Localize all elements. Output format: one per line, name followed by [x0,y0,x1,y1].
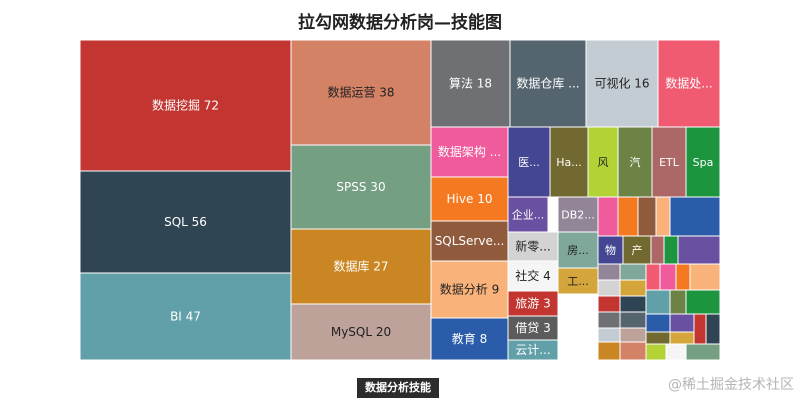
treemap-cell-8[interactable] [509,40,587,128]
treemap-label-3: 数据运营 38 [327,85,394,100]
treemap-small-cell-17[interactable] [619,295,647,313]
treemap-cell-20[interactable] [651,126,687,198]
treemap-small-cell-34[interactable] [665,343,687,360]
treemap-label-9: 可视化 16 [594,76,649,91]
treemap-label-32: 产 [632,243,643,257]
treemap-small-cell-27[interactable] [597,327,621,343]
treemap-cell-3[interactable] [290,40,432,146]
treemap-label-7: 算法 18 [449,76,492,91]
treemap-small-cell-33[interactable] [645,343,667,360]
treemap-cell-10[interactable] [657,40,720,128]
treemap-small-cell-12[interactable] [675,263,691,291]
treemap-label-8: 数据仓库 ... [516,76,579,91]
treemap-label-10: 数据处... [665,76,712,91]
treemap-label-16: 医... [518,156,540,169]
treemap-chart: 数据挖掘 72 SQL 56 BI 47 数据运营 38 SPSS 30 数据库 27 My… [80,40,720,360]
treemap-label-6: MySQL 20 [331,325,391,339]
treemap-cell-29[interactable] [507,315,559,341]
treemap-small-cell-24[interactable] [669,313,695,333]
treemap-small-cell-9[interactable] [619,263,647,281]
treemap-small-cell-10[interactable] [645,263,661,291]
treemap-cell-11[interactable] [430,126,509,178]
treemap-label-1: SQL 56 [164,215,207,229]
watermark: @稀土掘金技术社区 [668,377,794,393]
treemap-small-cell-1[interactable] [617,196,639,237]
treemap-small-cell-35[interactable] [685,343,720,360]
treemap-small-cell-23[interactable] [645,313,671,333]
treemap-cell-0[interactable] [80,40,292,172]
treemap-cell-1[interactable] [80,170,292,274]
treemap-label-31: 物 [605,243,616,257]
treemap-cell-13[interactable] [430,220,509,262]
treemap-label-11: 数据架构 ... [438,144,501,159]
treemap-label-21: Spa [693,156,714,169]
treemap-cell-28[interactable] [507,290,559,317]
treemap-cell-19[interactable] [617,126,653,198]
treemap-small-cell-15[interactable] [619,279,647,297]
treemap-small-cell-26[interactable] [705,313,720,345]
treemap-label-25: 房... [567,244,589,257]
treemap-small-cell-22[interactable] [619,311,647,329]
treemap-label-14: 数据分析 9 [440,282,499,297]
treemap-small-cell-8[interactable] [597,263,621,281]
treemap-label-19: 汽 [630,155,641,169]
treemap-label-12: Hive 10 [447,192,493,206]
treemap-cell-26[interactable] [507,260,559,292]
treemap-cell-16[interactable] [507,126,551,198]
treemap-cell-32[interactable] [622,235,652,265]
treemap-cell-23[interactable] [557,196,599,233]
treemap-small-cell-3[interactable] [655,196,671,237]
treemap-label-30: 云计... [515,343,550,357]
treemap-cell-2[interactable] [80,272,292,360]
treemap-small-cell-0[interactable] [597,196,619,237]
treemap-label-20: ETL [659,156,680,169]
treemap-small-cell-19[interactable] [669,289,687,315]
treemap-small-cell-11[interactable] [659,263,677,291]
breadcrumb-button[interactable]: 数据分析技能 [357,378,439,398]
treemap-small-cell-7[interactable] [677,235,720,265]
treemap-small-cell-2[interactable] [637,196,657,237]
treemap-cell-4[interactable] [290,144,432,230]
treemap-cell-9[interactable] [585,40,659,128]
treemap-small-cell-4[interactable] [669,196,720,237]
treemap-label-17: Ha... [556,156,582,169]
treemap-cell-15[interactable] [430,317,509,360]
treemap-label-26: 社交 4 [515,268,550,283]
treemap-cell-30[interactable] [507,339,559,360]
treemap-label-15: 教育 8 [452,331,487,346]
treemap-cell-6[interactable] [290,303,432,360]
treemap-label-2: BI 47 [170,310,201,324]
treemap-small-cell-25[interactable] [693,313,707,345]
treemap-label-27: 工... [567,275,589,288]
treemap-small-cell-16[interactable] [597,295,621,313]
treemap-small-cell-28[interactable] [619,327,647,343]
treemap-label-28: 旅游 3 [515,297,550,311]
treemap-label-23: DB2... [561,209,595,222]
treemap-small-cell-5[interactable] [650,235,665,265]
treemap-cell-18[interactable] [587,126,619,198]
treemap-small-cell-6[interactable] [663,235,679,265]
treemap-cell-25[interactable] [557,231,599,269]
treemap-small-cell-29[interactable] [645,331,671,345]
treemap-label-4: SPSS 30 [336,180,385,194]
treemap-small-cell-13[interactable] [689,263,720,291]
treemap-small-cell-30[interactable] [669,331,695,345]
treemap-small-cell-21[interactable] [597,311,621,329]
treemap-small-cell-32[interactable] [619,341,647,360]
treemap-label-13: SQLServe... [435,234,505,248]
treemap-label-29: 借贷 3 [515,321,550,335]
treemap-cell-7[interactable] [430,40,511,128]
treemap-label-24: 新零... [515,239,550,254]
treemap-small-cell-18[interactable] [645,289,671,315]
treemap-label-0: 数据挖掘 72 [152,98,219,113]
treemap-small-cell-20[interactable] [685,289,720,315]
treemap-small-cell-31[interactable] [597,341,621,360]
chart-title: 拉勾网数据分析岗—技能图 [298,13,502,33]
treemap-cell-5[interactable] [290,228,432,305]
treemap-small-cell-14[interactable] [597,279,621,297]
treemap-cell-17[interactable] [549,126,589,198]
treemap-label-22: 企业... [512,208,545,222]
treemap-label-5: 数据库 27 [333,259,388,274]
treemap-label-18: 风 [598,156,609,169]
